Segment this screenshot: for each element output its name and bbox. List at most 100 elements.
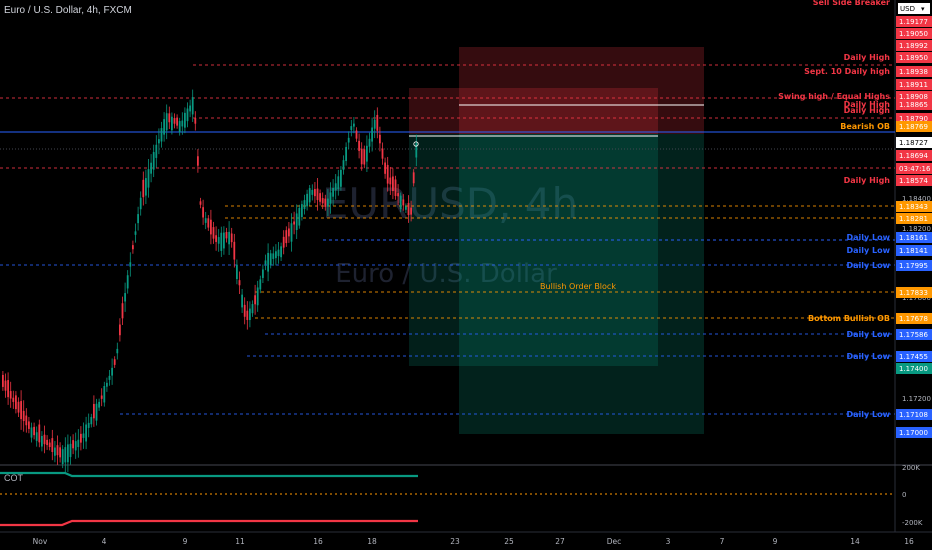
candle-body[interactable] [191,97,194,115]
candle-body[interactable] [303,200,306,210]
candle-body[interactable] [4,380,7,391]
buy-zone-outer[interactable] [459,134,704,434]
candle-body[interactable] [241,294,243,308]
cot-commercial-line[interactable] [0,471,418,478]
candle-body[interactable] [410,207,412,215]
candle-body[interactable] [168,113,171,123]
candles[interactable] [2,89,419,473]
candle-body[interactable] [212,227,215,239]
candle-body[interactable] [321,198,324,204]
candle-body[interactable] [124,293,126,302]
candle-body[interactable] [48,442,51,447]
candle-body[interactable] [61,449,64,465]
candle-body[interactable] [67,444,69,463]
candle-body[interactable] [319,193,321,202]
candle-body[interactable] [397,193,399,197]
candle-body[interactable] [197,156,199,166]
candle-body[interactable] [204,218,207,223]
candle-body[interactable] [54,447,56,456]
candle-body[interactable] [121,303,124,319]
candle-body[interactable] [12,397,15,402]
candle-body[interactable] [139,197,142,210]
candle-body[interactable] [249,308,251,321]
candle-body[interactable] [38,424,41,443]
candle-body[interactable] [207,218,210,228]
candle-body[interactable] [80,433,82,443]
candle-body[interactable] [129,262,132,267]
candle-body[interactable] [82,433,85,438]
candle-body[interactable] [308,188,311,203]
candle-body[interactable] [134,231,137,235]
candle-body[interactable] [98,401,100,408]
candle-body[interactable] [327,198,329,207]
candle-body[interactable] [228,231,230,245]
sell-zone-outer[interactable] [459,47,704,134]
candle-body[interactable] [405,206,407,210]
candle-body[interactable] [147,169,150,188]
candle-body[interactable] [184,112,186,128]
candle-body[interactable] [301,204,303,217]
candle-body[interactable] [373,119,376,129]
candle-body[interactable] [334,183,337,191]
candle-body[interactable] [379,134,381,144]
candle-body[interactable] [220,232,223,251]
candle-body[interactable] [381,148,384,159]
candle-body[interactable] [145,178,147,196]
candle-body[interactable] [243,304,246,317]
candle-body[interactable] [316,188,319,201]
candle-body[interactable] [132,245,134,250]
bullish-order-block[interactable] [409,134,658,366]
candle-body[interactable] [95,403,98,421]
level-lines[interactable] [0,64,895,415]
candle-body[interactable] [389,177,392,185]
candle-body[interactable] [342,160,345,170]
candle-body[interactable] [267,252,269,272]
candle-body[interactable] [392,176,394,192]
candle-body[interactable] [137,214,139,224]
candle-body[interactable] [256,287,259,306]
candle-body[interactable] [194,118,197,124]
candle-body[interactable] [158,139,160,144]
candle-body[interactable] [280,246,282,258]
candle-body[interactable] [25,415,28,426]
cot-indicator-label[interactable]: COT [4,473,23,483]
candle-body[interactable] [20,401,22,420]
main-pane[interactable] [0,0,895,465]
candle-body[interactable] [215,235,217,242]
candle-body[interactable] [293,221,295,225]
candle-body[interactable] [238,280,241,286]
candle-body[interactable] [363,149,366,165]
candle-body[interactable] [87,422,90,428]
candle-body[interactable] [155,144,158,158]
candle-body[interactable] [9,391,12,399]
candle-body[interactable] [384,162,386,174]
candle-body[interactable] [371,127,373,142]
candle-body[interactable] [350,126,353,131]
candle-body[interactable] [176,117,178,126]
candle-body[interactable] [199,201,202,205]
candle-body[interactable] [368,138,371,147]
candle-body[interactable] [236,264,238,280]
candle-body[interactable] [106,382,108,387]
candle-body[interactable] [394,179,397,196]
chevron-down-icon[interactable]: ▾ [921,5,925,13]
candle-body[interactable] [189,105,191,112]
candle-body[interactable] [202,207,204,218]
candle-body[interactable] [93,403,95,419]
candle-body[interactable] [412,172,415,184]
candle-body[interactable] [165,113,168,131]
candle-body[interactable] [277,249,280,257]
candle-body[interactable] [329,192,332,204]
candle-body[interactable] [399,195,402,210]
candle-body[interactable] [46,439,48,446]
candle-body[interactable] [113,359,116,365]
candle-body[interactable] [90,417,93,425]
candle-body[interactable] [295,213,298,231]
candle-body[interactable] [152,152,155,170]
candle-body[interactable] [2,374,4,387]
candle-body[interactable] [259,279,262,290]
currency-badge[interactable] [898,3,930,14]
sell-zone-inner[interactable] [409,88,658,134]
candle-body[interactable] [360,148,363,165]
candle-body[interactable] [262,269,264,278]
